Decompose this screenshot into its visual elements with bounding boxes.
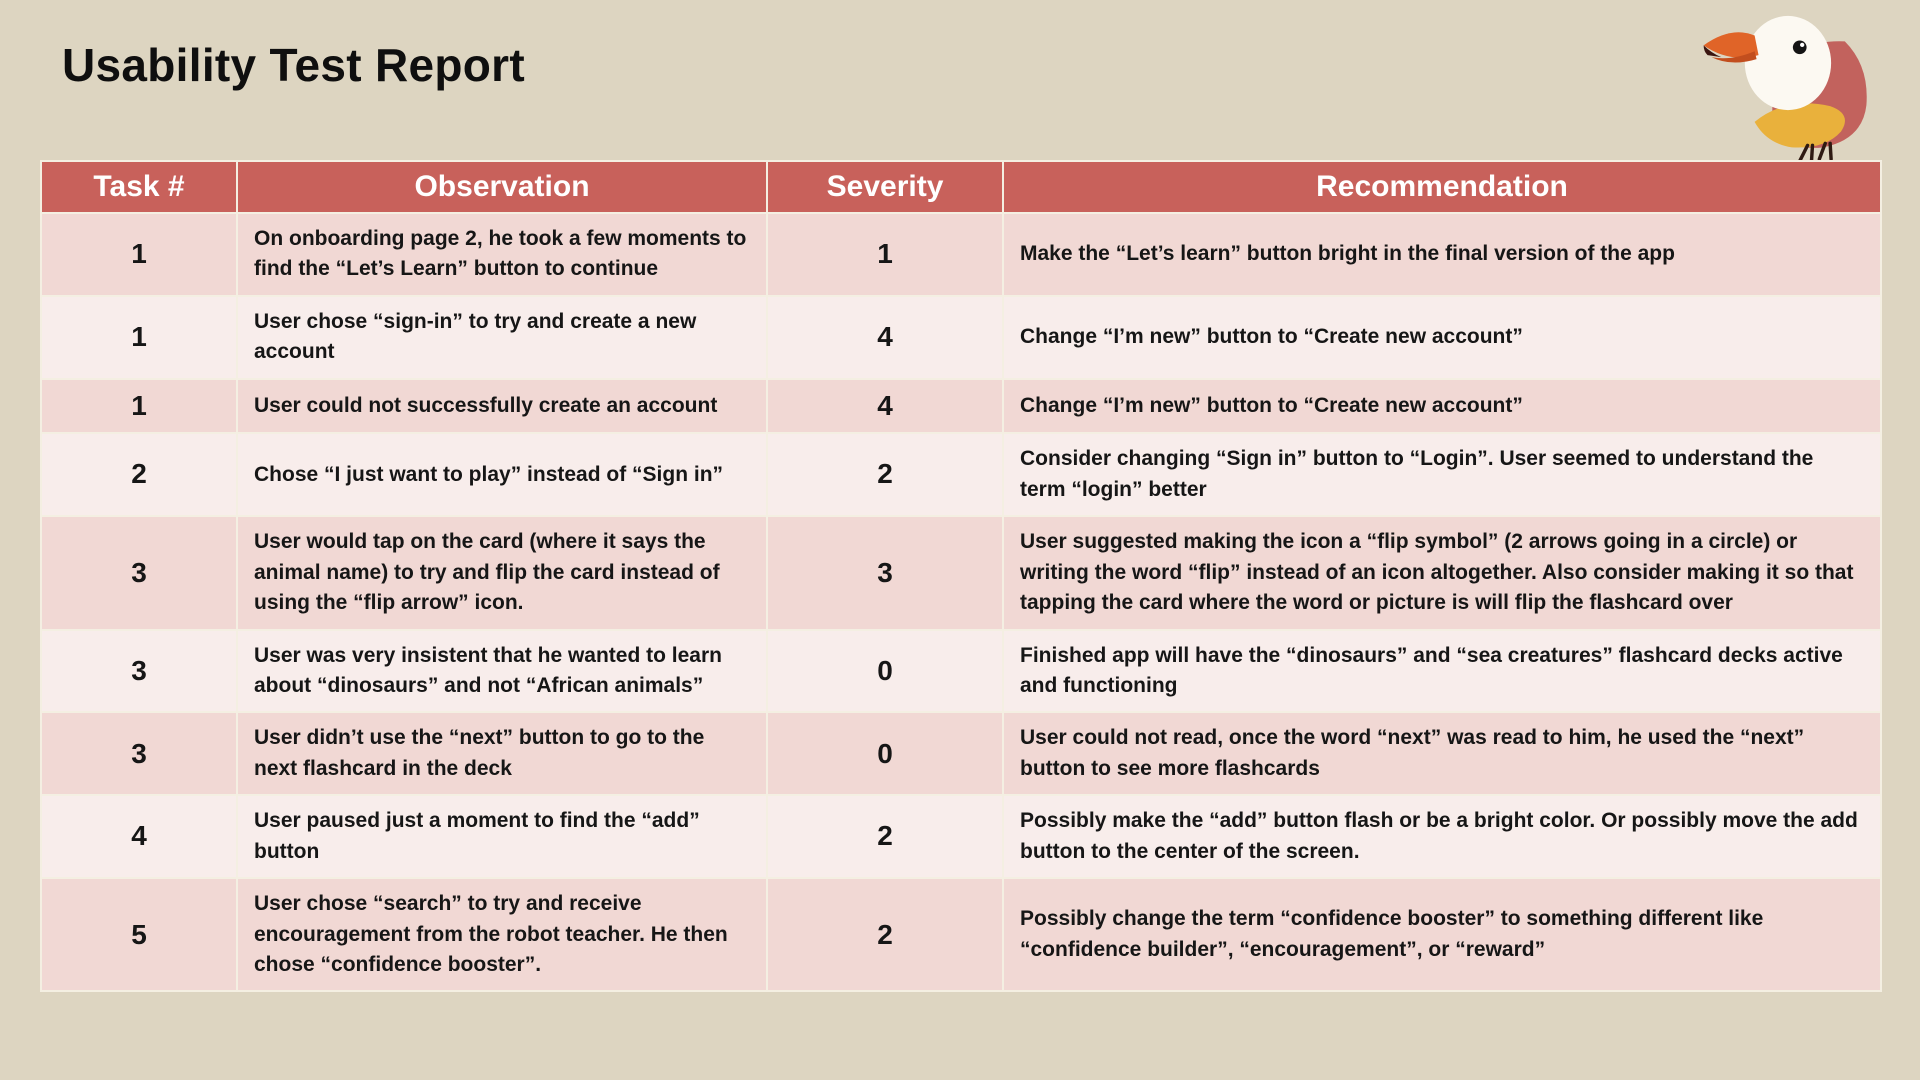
task-cell: 2 <box>40 432 238 518</box>
task-cell: 3 <box>40 711 238 797</box>
severity-cell: 4 <box>766 294 1004 380</box>
toucan-eye-highlight <box>1800 42 1805 48</box>
severity-cell: 0 <box>766 628 1004 714</box>
observation-cell: User was very insistent that he wanted t… <box>236 628 768 714</box>
table-row: 1 On onboarding page 2, he took a few mo… <box>40 212 1882 297</box>
observation-cell: User chose “search” to try and receive e… <box>236 877 768 993</box>
table-row: 1 User could not successfully create an … <box>40 377 1882 435</box>
severity-cell: 1 <box>766 212 1004 297</box>
observation-cell: On onboarding page 2, he took a few mome… <box>236 212 768 297</box>
recommendation-cell: User suggested making the icon a “flip s… <box>1002 515 1882 631</box>
table-row: 3 User was very insistent that he wanted… <box>40 628 1882 714</box>
column-header-task: Task # <box>40 160 238 214</box>
observation-cell: User didn’t use the “next” button to go … <box>236 711 768 797</box>
table-row: 1 User chose “sign-in” to try and create… <box>40 294 1882 380</box>
table-row: 5 User chose “search” to try and receive… <box>40 877 1882 993</box>
column-header-observation: Observation <box>236 160 768 214</box>
toucan-upper-beak <box>1703 32 1759 58</box>
usability-report-table: Task # Observation Severity Recommendati… <box>40 160 1882 993</box>
observation-cell: User could not successfully create an ac… <box>236 377 768 435</box>
toucan-beak-tip <box>1703 45 1722 58</box>
task-cell: 3 <box>40 515 238 631</box>
severity-cell: 3 <box>766 515 1004 631</box>
severity-cell: 4 <box>766 377 1004 435</box>
column-header-recommendation: Recommendation <box>1002 160 1882 214</box>
header-row: Task # Observation Severity Recommendati… <box>40 160 1882 214</box>
table-row: 4 User paused just a moment to find the … <box>40 794 1882 880</box>
task-cell: 5 <box>40 877 238 993</box>
table-row: 3 User didn’t use the “next” button to g… <box>40 711 1882 797</box>
recommendation-cell: Make the “Let’s learn” button bright in … <box>1002 212 1882 297</box>
page-title: Usability Test Report <box>62 39 525 91</box>
recommendation-cell: Change “I’m new” button to “Create new a… <box>1002 294 1882 380</box>
observation-cell: User would tap on the card (where it say… <box>236 515 768 631</box>
toucan-eye <box>1792 40 1807 55</box>
severity-cell: 0 <box>766 711 1004 797</box>
observation-cell: Chose “I just want to play” instead of “… <box>236 432 768 518</box>
table-row: 3 User would tap on the card (where it s… <box>40 515 1882 631</box>
recommendation-cell: Consider changing “Sign in” button to “L… <box>1002 432 1882 518</box>
observation-cell: User chose “sign-in” to try and create a… <box>236 294 768 380</box>
recommendation-cell: Finished app will have the “dinosaurs” a… <box>1002 628 1882 714</box>
task-cell: 1 <box>40 377 238 435</box>
recommendation-cell: Possibly change the term “confidence boo… <box>1002 877 1882 993</box>
recommendation-cell: User could not read, once the word “next… <box>1002 711 1882 797</box>
toucan-lower-beak <box>1711 51 1757 63</box>
toucan-illustration <box>1703 15 1867 163</box>
table-row: 2 Chose “I just want to play” instead of… <box>40 432 1882 518</box>
toucan-wing <box>1754 103 1845 148</box>
task-cell: 1 <box>40 294 238 380</box>
task-cell: 1 <box>40 212 238 297</box>
observation-cell: User paused just a moment to find the “a… <box>236 794 768 880</box>
toucan-legs <box>1798 141 1833 163</box>
severity-cell: 2 <box>766 877 1004 993</box>
severity-cell: 2 <box>766 794 1004 880</box>
recommendation-cell: Change “I’m new” button to “Create new a… <box>1002 377 1882 435</box>
severity-cell: 2 <box>766 432 1004 518</box>
task-cell: 3 <box>40 628 238 714</box>
recommendation-cell: Possibly make the “add” button flash or … <box>1002 794 1882 880</box>
column-header-severity: Severity <box>766 160 1004 214</box>
task-cell: 4 <box>40 794 238 880</box>
toucan-head <box>1744 15 1832 111</box>
